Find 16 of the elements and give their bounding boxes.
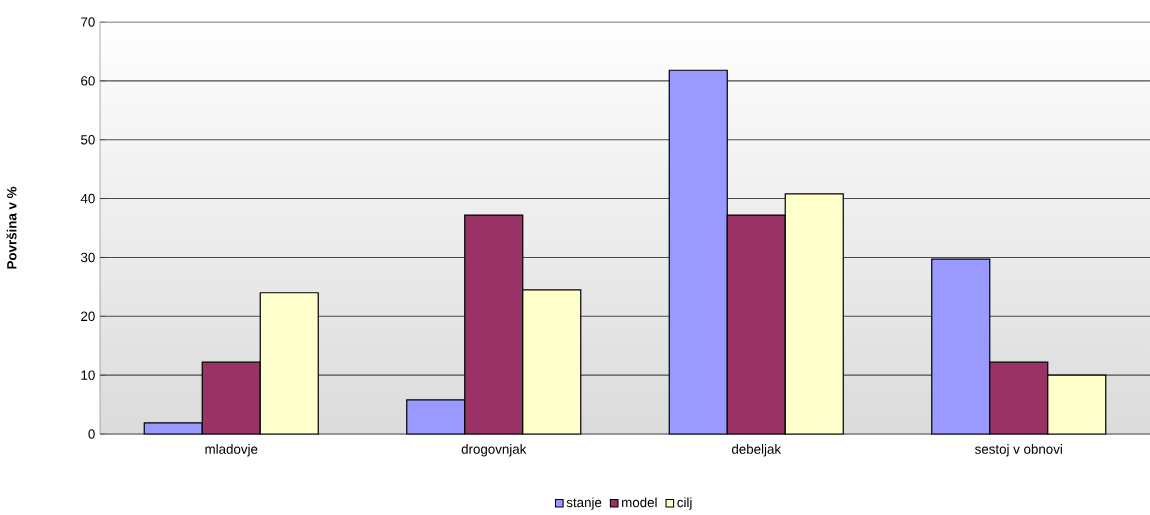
y-tick-label: 70 <box>81 17 95 27</box>
y-tick-label: 50 <box>81 135 95 145</box>
x-tick-label: mladovje <box>205 444 258 457</box>
legend-label: model <box>622 497 657 508</box>
y-tick-label: 0 <box>88 429 95 439</box>
y-tick-label: 30 <box>80 252 95 263</box>
y-axis-title: Površina v % <box>6 186 17 269</box>
y-tick-label: 40 <box>80 193 95 204</box>
legend-label: stanje <box>566 497 602 510</box>
y-tick-label: 20 <box>81 311 95 321</box>
x-tick-label: debeljak <box>731 444 782 457</box>
x-tick-label: sestoj v obnovi <box>975 444 1062 457</box>
y-tick-label: 10 <box>81 370 95 380</box>
x-tick-label: drogovnjak <box>461 444 527 457</box>
legend-label: cilj <box>677 497 692 510</box>
y-tick-label: 60 <box>81 76 95 86</box>
